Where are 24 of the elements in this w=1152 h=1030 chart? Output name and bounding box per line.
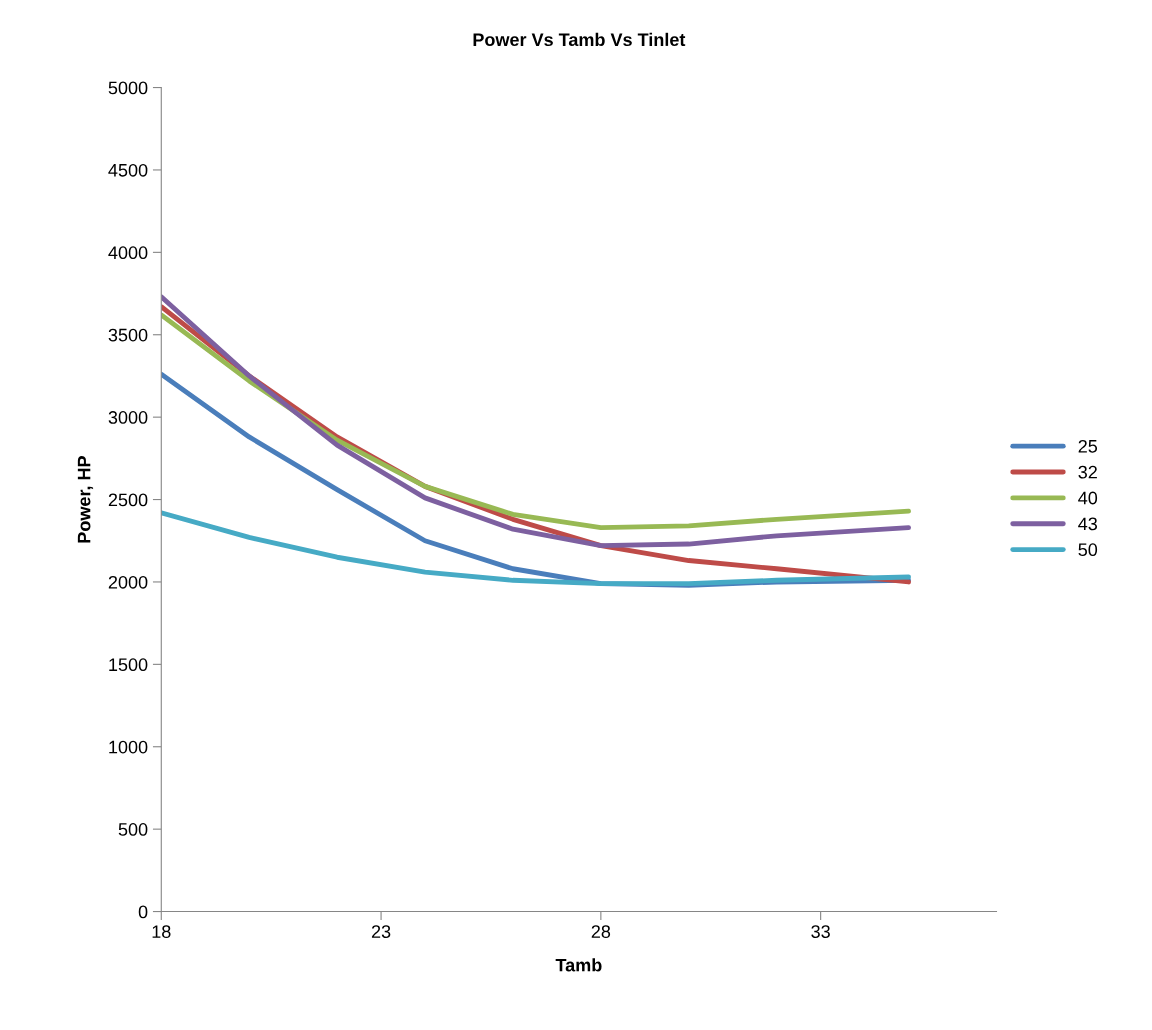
x-tick-label: 18	[152, 925, 171, 939]
line-series	[161, 510, 911, 587]
y-tick-label: 3000	[108, 411, 148, 424]
y-tick-label: 2000	[108, 575, 148, 589]
x-tick-label: 28	[591, 925, 611, 939]
y-tick-label: 4500	[108, 163, 148, 177]
legend-label: 43	[1078, 517, 1098, 531]
legend-label: 40	[1078, 491, 1098, 505]
y-tick-label: 0	[138, 905, 148, 919]
x-tick-label: 33	[811, 925, 830, 939]
x-tick-label: 23	[371, 925, 391, 939]
y-tick-label: 1000	[109, 740, 148, 754]
y-axis-title: Power, HP	[77, 456, 94, 543]
legend-label: 32	[1078, 465, 1097, 479]
chart-title: Power Vs Tamb Vs Tinlet	[473, 32, 686, 47]
y-tick-label: 4000	[108, 246, 148, 260]
legend-label: 50	[1078, 543, 1098, 557]
y-tick-label: 2500	[108, 493, 148, 507]
y-tick-label: 1500	[109, 658, 148, 672]
y-tick-label: 5000	[108, 81, 148, 95]
y-tick-label: 3500	[108, 328, 148, 342]
x-axis-title: Tamb	[555, 958, 602, 972]
legend-label: 25	[1078, 439, 1098, 453]
y-tick-label: 500	[118, 823, 148, 836]
